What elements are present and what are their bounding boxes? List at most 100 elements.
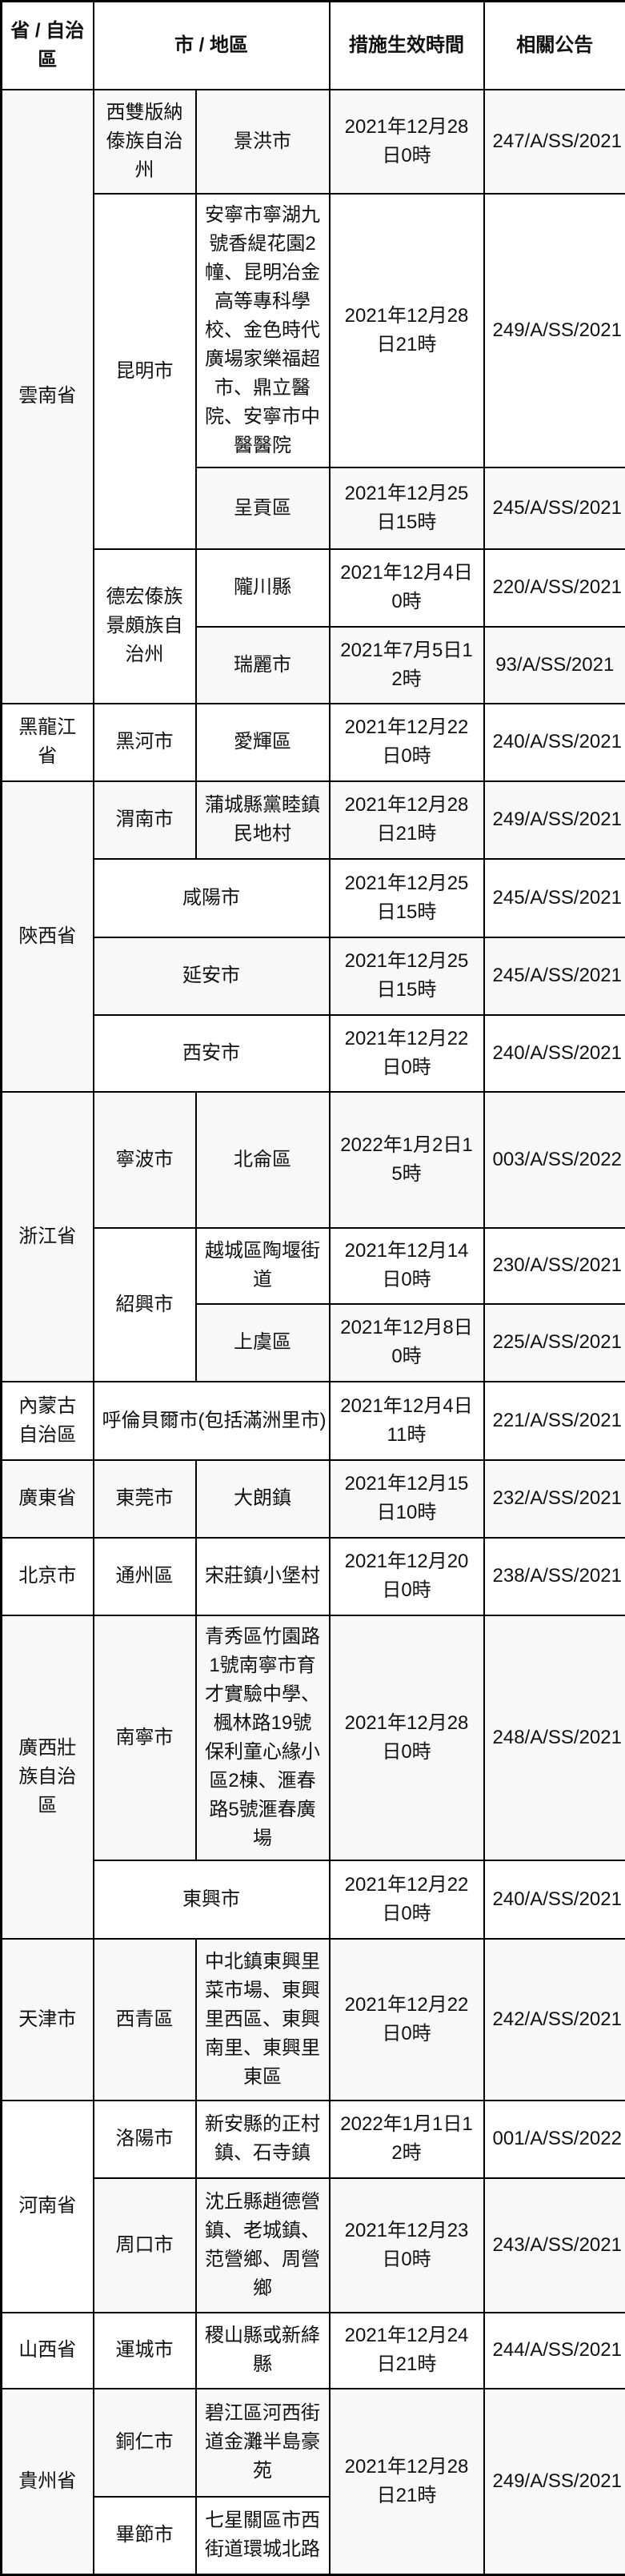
cell-notice: 001/A/SS/2022	[484, 2101, 625, 2178]
cell-district: 宋莊鎮小堡村	[196, 1538, 330, 1615]
cell-notice: 240/A/SS/2021	[484, 1015, 625, 1092]
table-row: 天津市 西青區 中北鎮東興里菜市場、東興里西區、東興南里、東興里東區 2021年…	[2, 1939, 625, 2101]
table-row: 雲南省 西雙版納傣族自治州 景洪市 2021年12月28日0時 247/A/SS…	[2, 90, 625, 194]
table-row: 河南省 洛陽市 新安縣的正村鎮、石寺鎮 2022年1月1日12時 001/A/S…	[2, 2101, 625, 2178]
cell-time: 2022年1月2日15時	[330, 1092, 484, 1228]
cell-district: 稷山縣或新絳縣	[196, 2313, 330, 2389]
cell-province: 貴州省	[2, 2389, 94, 2575]
cell-notice: 242/A/SS/2021	[484, 1939, 625, 2101]
cell-province: 山西省	[2, 2313, 94, 2389]
cell-province: 浙江省	[2, 1092, 94, 1382]
cell-prefecture: 周口市	[94, 2178, 196, 2313]
cell-district: 安寧市寧湖九號香緹花園2幢、昆明冶金高等專科學校、金色時代廣場家樂福超市、鼎立醫…	[196, 194, 330, 467]
cell-notice: 249/A/SS/2021	[484, 781, 625, 859]
cell-district: 隴川縣	[196, 549, 330, 627]
cell-prefecture: 紹興市	[94, 1228, 196, 1382]
cell-notice: 248/A/SS/2021	[484, 1615, 625, 1860]
cell-district: 越城區陶堰街道	[196, 1228, 330, 1304]
cell-district: 大朗鎮	[196, 1460, 330, 1538]
table-row: 咸陽市 2021年12月25日15時 245/A/SS/2021	[2, 859, 625, 937]
table-row: 紹興市 越城區陶堰街道 2021年12月14日0時 230/A/SS/2021	[2, 1228, 625, 1304]
cell-notice: 93/A/SS/2021	[484, 627, 625, 704]
cell-province: 天津市	[2, 1939, 94, 2101]
table-row: 山西省 運城市 稷山縣或新絳縣 2021年12月24日21時 244/A/SS/…	[2, 2313, 625, 2389]
cell-notice: 232/A/SS/2021	[484, 1460, 625, 1538]
cell-province: 廣西壯族自治區	[2, 1615, 94, 1939]
cell-time: 2021年12月22日0時	[330, 1015, 484, 1092]
cell-prefecture: 呼倫貝爾市(包括滿洲里市)	[94, 1382, 330, 1460]
cell-time: 2021年7月5日12時	[330, 627, 484, 704]
cell-prefecture: 西雙版納傣族自治州	[94, 90, 196, 194]
cell-time: 2021年12月22日0時	[330, 1939, 484, 2101]
cell-time: 2021年12月25日15時	[330, 467, 484, 549]
cell-time: 2021年12月24日21時	[330, 2313, 484, 2389]
cell-prefecture: 咸陽市	[94, 859, 330, 937]
table-row: 內蒙古自治區 呼倫貝爾市(包括滿洲里市) 2021年12月4日11時 221/A…	[2, 1382, 625, 1460]
cell-time: 2021年12月4日0時	[330, 549, 484, 627]
cell-district: 呈貢區	[196, 467, 330, 549]
table-row: 西安市 2021年12月22日0時 240/A/SS/2021	[2, 1015, 625, 1092]
table-row: 延安市 2021年12月25日15時 245/A/SS/2021	[2, 937, 625, 1015]
table-row: 周口市 沈丘縣趙德營鎮、老城鎮、范營鄉、周營鄉 2021年12月23日0時 24…	[2, 2178, 625, 2313]
table-row: 貴州省 銅仁市 碧江區河西街道金灘半島豪苑 2021年12月28日21時 249…	[2, 2389, 625, 2497]
table-header-row: 省 / 自治區 市 / 地區 措施生效時間 相關公告	[2, 2, 625, 90]
cell-prefecture: 通州區	[94, 1538, 196, 1615]
cell-prefecture: 延安市	[94, 937, 330, 1015]
cell-prefecture: 寧波市	[94, 1092, 196, 1228]
cell-province: 雲南省	[2, 90, 94, 704]
header-notice: 相關公告	[484, 2, 625, 90]
cell-time: 2021年12月4日11時	[330, 1382, 484, 1460]
cell-prefecture: 南寧市	[94, 1615, 196, 1860]
cell-time: 2021年12月28日21時	[330, 194, 484, 467]
cell-district: 青秀區竹園路1號南寧市育才實驗中學、楓林路19號保利童心緣小區2棟、滙春路5號滙…	[196, 1615, 330, 1860]
cell-notice: 238/A/SS/2021	[484, 1538, 625, 1615]
cell-prefecture: 西安市	[94, 1015, 330, 1092]
cell-prefecture: 東興市	[94, 1860, 330, 1939]
cell-time: 2021年12月8日0時	[330, 1304, 484, 1382]
cell-time: 2021年12月28日21時	[330, 781, 484, 859]
cell-prefecture: 運城市	[94, 2313, 196, 2389]
cell-province: 廣東省	[2, 1460, 94, 1538]
cell-district: 新安縣的正村鎮、石寺鎮	[196, 2101, 330, 2178]
table-row: 東興市 2021年12月22日0時 240/A/SS/2021	[2, 1860, 625, 1939]
cell-district: 瑞麗市	[196, 627, 330, 704]
table-row: 北京市 通州區 宋莊鎮小堡村 2021年12月20日0時 238/A/SS/20…	[2, 1538, 625, 1615]
cell-notice: 249/A/SS/2021	[484, 2389, 625, 2575]
cell-time: 2021年12月20日0時	[330, 1538, 484, 1615]
cell-prefecture: 黑河市	[94, 704, 196, 781]
cell-district: 沈丘縣趙德營鎮、老城鎮、范營鄉、周營鄉	[196, 2178, 330, 2313]
cell-district: 上虞區	[196, 1304, 330, 1382]
table-row: 廣東省 東莞市 大朗鎮 2021年12月15日10時 232/A/SS/2021	[2, 1460, 625, 1538]
table-row: 德宏傣族景頗族自治州 隴川縣 2021年12月4日0時 220/A/SS/202…	[2, 549, 625, 627]
cell-province: 北京市	[2, 1538, 94, 1615]
cell-time: 2022年1月1日12時	[330, 2101, 484, 2178]
cell-notice: 221/A/SS/2021	[484, 1382, 625, 1460]
table-row: 廣西壯族自治區 南寧市 青秀區竹園路1號南寧市育才實驗中學、楓林路19號保利童心…	[2, 1615, 625, 1860]
cell-time: 2021年12月25日15時	[330, 859, 484, 937]
cell-prefecture: 西青區	[94, 1939, 196, 2101]
cell-province: 內蒙古自治區	[2, 1382, 94, 1460]
cell-prefecture: 渭南市	[94, 781, 196, 859]
cell-prefecture: 銅仁市	[94, 2389, 196, 2497]
cell-province: 河南省	[2, 2101, 94, 2313]
cell-province: 陝西省	[2, 781, 94, 1092]
cell-notice: 240/A/SS/2021	[484, 704, 625, 781]
cell-district: 碧江區河西街道金灘半島豪苑	[196, 2389, 330, 2497]
cell-notice: 225/A/SS/2021	[484, 1304, 625, 1382]
cell-notice: 249/A/SS/2021	[484, 194, 625, 467]
header-time: 措施生效時間	[330, 2, 484, 90]
cell-notice: 243/A/SS/2021	[484, 2178, 625, 2313]
header-city: 市 / 地區	[94, 2, 330, 90]
cell-time: 2021年12月15日10時	[330, 1460, 484, 1538]
table-row: 浙江省 寧波市 北侖區 2022年1月2日15時 003/A/SS/2022	[2, 1092, 625, 1228]
cell-notice: 230/A/SS/2021	[484, 1228, 625, 1304]
table-row: 陝西省 渭南市 蒲城縣黨睦鎮民地村 2021年12月28日21時 249/A/S…	[2, 781, 625, 859]
cell-notice: 245/A/SS/2021	[484, 859, 625, 937]
cell-district: 中北鎮東興里菜市場、東興里西區、東興南里、東興里東區	[196, 1939, 330, 2101]
cell-district: 蒲城縣黨睦鎮民地村	[196, 781, 330, 859]
cell-time: 2021年12月22日0時	[330, 704, 484, 781]
cell-notice: 244/A/SS/2021	[484, 2313, 625, 2389]
cell-notice: 245/A/SS/2021	[484, 467, 625, 549]
table-row: 昆明市 安寧市寧湖九號香緹花園2幢、昆明冶金高等專科學校、金色時代廣場家樂福超市…	[2, 194, 625, 467]
